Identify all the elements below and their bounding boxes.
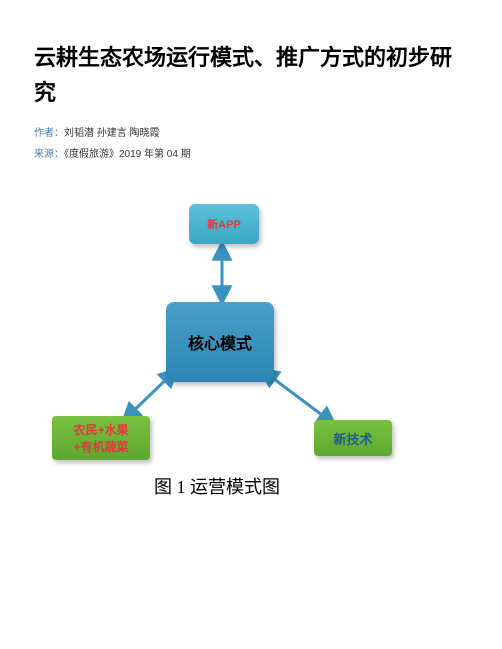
page-title: 云耕生态农场运行模式、推广方式的初步研究	[34, 40, 468, 110]
operation-model-diagram: 核心模式 新APP 农民+水果+有机蔬菜 新技术图 1 运营模式图	[34, 190, 404, 510]
source-value: 《度假旅游》2019 年第 04 期	[64, 149, 191, 160]
diagram-node-top: 新APP	[189, 204, 259, 244]
diagram-node-center: 核心模式	[166, 302, 274, 382]
author-value: 刘韬潜 孙建言 陶晓霞	[64, 128, 160, 139]
source-line: 来源：《度假旅游》2019 年第 04 期	[34, 145, 468, 160]
diagram-node-br: 新技术	[314, 420, 392, 456]
source-label: 来源：	[34, 149, 64, 160]
author-line: 作者：刘韬潜 孙建言 陶晓霞	[34, 124, 468, 139]
diagram-caption: 图 1 运营模式图	[154, 473, 280, 499]
author-label: 作者：	[34, 128, 64, 139]
diagram-node-bl: 农民+水果+有机蔬菜	[52, 416, 150, 460]
